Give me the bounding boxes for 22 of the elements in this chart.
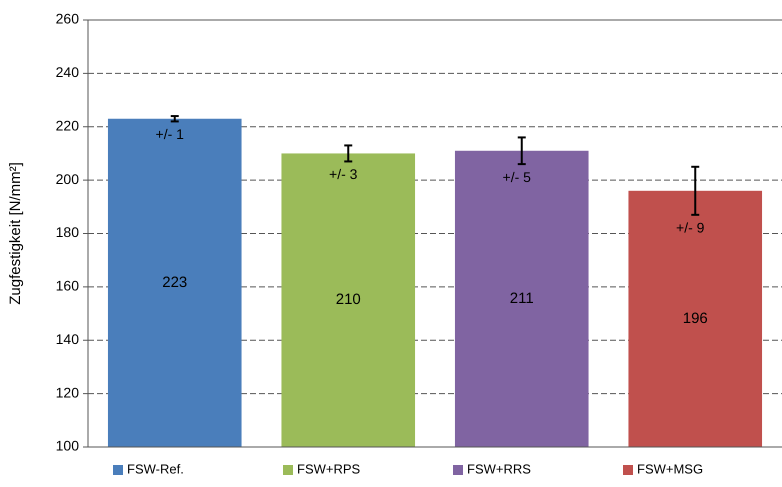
annotation: +/- 1 <box>156 126 184 142</box>
annotation: +/- 5 <box>502 168 532 185</box>
y-tick-label: 140 <box>56 330 80 347</box>
y-tick-label: 220 <box>56 117 80 134</box>
y-tick-label: 200 <box>56 170 80 187</box>
legend-label: FSW+RRS <box>467 461 532 476</box>
data-label: 210 <box>336 291 361 308</box>
y-tick-label: 120 <box>56 384 80 400</box>
y-tick-label: 100 <box>56 438 80 454</box>
data-label: 196 <box>682 310 708 327</box>
y-axis-title: Zugfestigkeit [N/mm²] <box>7 162 24 305</box>
data-label: 223 <box>162 274 188 291</box>
data-label: 211 <box>510 290 534 307</box>
y-tick-label: 240 <box>56 64 80 80</box>
legend-label: FSW-Ref. <box>127 461 184 476</box>
legend-label: FSW+MSG <box>637 461 704 476</box>
y-tick-label: 260 <box>56 10 80 27</box>
y-tick-label: 180 <box>56 224 80 240</box>
annotation: +/- 9 <box>676 220 705 236</box>
legend-label: FSW+RPS <box>297 461 361 476</box>
y-tick-label: 160 <box>56 278 80 294</box>
annotation: +/- 3 <box>329 166 358 182</box>
